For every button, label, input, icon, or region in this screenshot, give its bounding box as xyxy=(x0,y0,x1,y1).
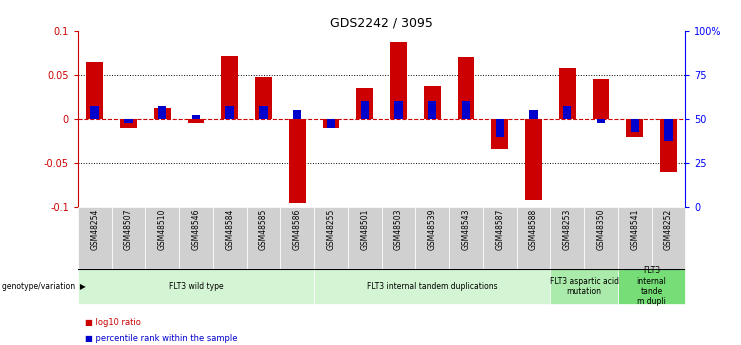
Title: GDS2242 / 3095: GDS2242 / 3095 xyxy=(330,17,433,30)
Text: GSM48252: GSM48252 xyxy=(664,209,673,250)
Text: GSM48546: GSM48546 xyxy=(191,209,201,250)
Bar xyxy=(491,119,508,149)
Bar xyxy=(416,207,449,269)
Bar xyxy=(496,119,504,137)
Bar xyxy=(449,207,483,269)
Bar xyxy=(626,119,643,137)
Bar xyxy=(314,207,348,269)
Bar xyxy=(462,101,471,119)
Bar xyxy=(631,119,639,132)
Text: GSM48588: GSM48588 xyxy=(529,209,538,250)
Bar xyxy=(382,207,416,269)
Bar xyxy=(361,101,369,119)
Text: GSM48253: GSM48253 xyxy=(562,209,572,250)
Bar xyxy=(86,62,103,119)
Bar xyxy=(314,269,551,304)
Bar xyxy=(356,88,373,119)
Bar xyxy=(660,119,677,172)
Bar xyxy=(280,207,314,269)
Text: GSM48350: GSM48350 xyxy=(597,209,605,250)
Text: FLT3 aspartic acid
mutation: FLT3 aspartic acid mutation xyxy=(550,277,619,296)
Bar xyxy=(322,119,339,128)
Text: GSM48584: GSM48584 xyxy=(225,209,234,250)
Text: FLT3 internal tandem duplications: FLT3 internal tandem duplications xyxy=(367,282,497,291)
Text: FLT3 wild type: FLT3 wild type xyxy=(169,282,223,291)
Bar xyxy=(158,106,167,119)
Bar xyxy=(529,110,538,119)
Bar xyxy=(593,79,610,119)
Bar xyxy=(78,207,112,269)
Bar xyxy=(584,207,618,269)
Text: genotype/variation  ▶: genotype/variation ▶ xyxy=(2,282,86,291)
Bar xyxy=(293,110,302,119)
Bar xyxy=(559,68,576,119)
Text: GSM48543: GSM48543 xyxy=(462,209,471,250)
Bar xyxy=(213,207,247,269)
Bar xyxy=(90,106,99,119)
Text: GSM48541: GSM48541 xyxy=(631,209,639,250)
Bar xyxy=(255,77,272,119)
Text: GSM48586: GSM48586 xyxy=(293,209,302,250)
Bar xyxy=(192,115,200,119)
Text: GSM48501: GSM48501 xyxy=(360,209,369,250)
Bar xyxy=(187,119,205,124)
Bar xyxy=(551,207,584,269)
Text: GSM48254: GSM48254 xyxy=(90,209,99,250)
Text: ■ percentile rank within the sample: ■ percentile rank within the sample xyxy=(85,334,238,343)
Bar xyxy=(394,101,402,119)
Text: GSM48587: GSM48587 xyxy=(495,209,505,250)
Bar xyxy=(551,269,618,304)
Bar xyxy=(665,119,673,141)
Text: GSM48255: GSM48255 xyxy=(327,209,336,250)
Bar xyxy=(179,207,213,269)
Bar xyxy=(516,207,551,269)
Text: GSM48503: GSM48503 xyxy=(394,209,403,250)
Bar xyxy=(154,108,170,119)
Text: GSM48507: GSM48507 xyxy=(124,209,133,250)
Bar xyxy=(78,269,314,304)
Bar xyxy=(259,106,268,119)
Bar xyxy=(618,269,685,304)
Bar xyxy=(124,119,133,124)
Text: ■ log10 ratio: ■ log10 ratio xyxy=(85,318,141,327)
Bar xyxy=(112,207,145,269)
Bar xyxy=(348,207,382,269)
Bar xyxy=(618,207,651,269)
Bar xyxy=(597,119,605,124)
Bar xyxy=(120,119,137,128)
Bar xyxy=(289,119,306,203)
Bar xyxy=(247,207,280,269)
Bar xyxy=(458,57,474,119)
Bar xyxy=(222,56,238,119)
Bar xyxy=(145,207,179,269)
Bar xyxy=(525,119,542,200)
Bar xyxy=(390,42,407,119)
Bar xyxy=(483,207,516,269)
Text: FLT3
internal
tande
m dupli: FLT3 internal tande m dupli xyxy=(637,266,667,306)
Bar xyxy=(327,119,335,128)
Bar xyxy=(424,86,441,119)
Text: GSM48585: GSM48585 xyxy=(259,209,268,250)
Text: GSM48510: GSM48510 xyxy=(158,209,167,250)
Text: GSM48539: GSM48539 xyxy=(428,209,436,250)
Bar xyxy=(225,106,234,119)
Bar xyxy=(651,207,685,269)
Bar xyxy=(563,106,571,119)
Bar xyxy=(428,101,436,119)
